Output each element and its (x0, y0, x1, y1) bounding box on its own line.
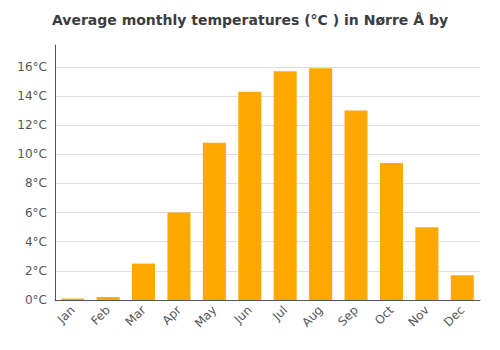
svg-text:14°C: 14°C (17, 89, 47, 103)
svg-text:0°C: 0°C (25, 293, 47, 307)
svg-text:12°C: 12°C (17, 118, 47, 132)
svg-text:10°C: 10°C (17, 147, 47, 161)
svg-text:Average monthly temperatures (: Average monthly temperatures (°C ) in Nø… (52, 12, 448, 28)
svg-text:Jul: Jul (269, 303, 290, 324)
svg-text:4°C: 4°C (25, 235, 47, 249)
svg-text:Oct: Oct (372, 303, 397, 328)
svg-text:Jun: Jun (231, 303, 255, 327)
svg-text:Jan: Jan (54, 303, 78, 327)
svg-text:Apr: Apr (159, 303, 184, 328)
svg-text:May: May (192, 303, 219, 330)
svg-text:Feb: Feb (88, 303, 113, 328)
svg-text:Aug: Aug (299, 303, 325, 329)
svg-text:6°C: 6°C (25, 206, 47, 220)
svg-text:Nov: Nov (405, 303, 431, 329)
svg-text:2°C: 2°C (25, 264, 47, 278)
svg-text:Mar: Mar (123, 303, 149, 329)
svg-text:16°C: 16°C (17, 60, 47, 74)
svg-text:8°C: 8°C (25, 176, 47, 190)
svg-text:Sep: Sep (335, 303, 361, 329)
svg-text:Dec: Dec (441, 303, 467, 329)
